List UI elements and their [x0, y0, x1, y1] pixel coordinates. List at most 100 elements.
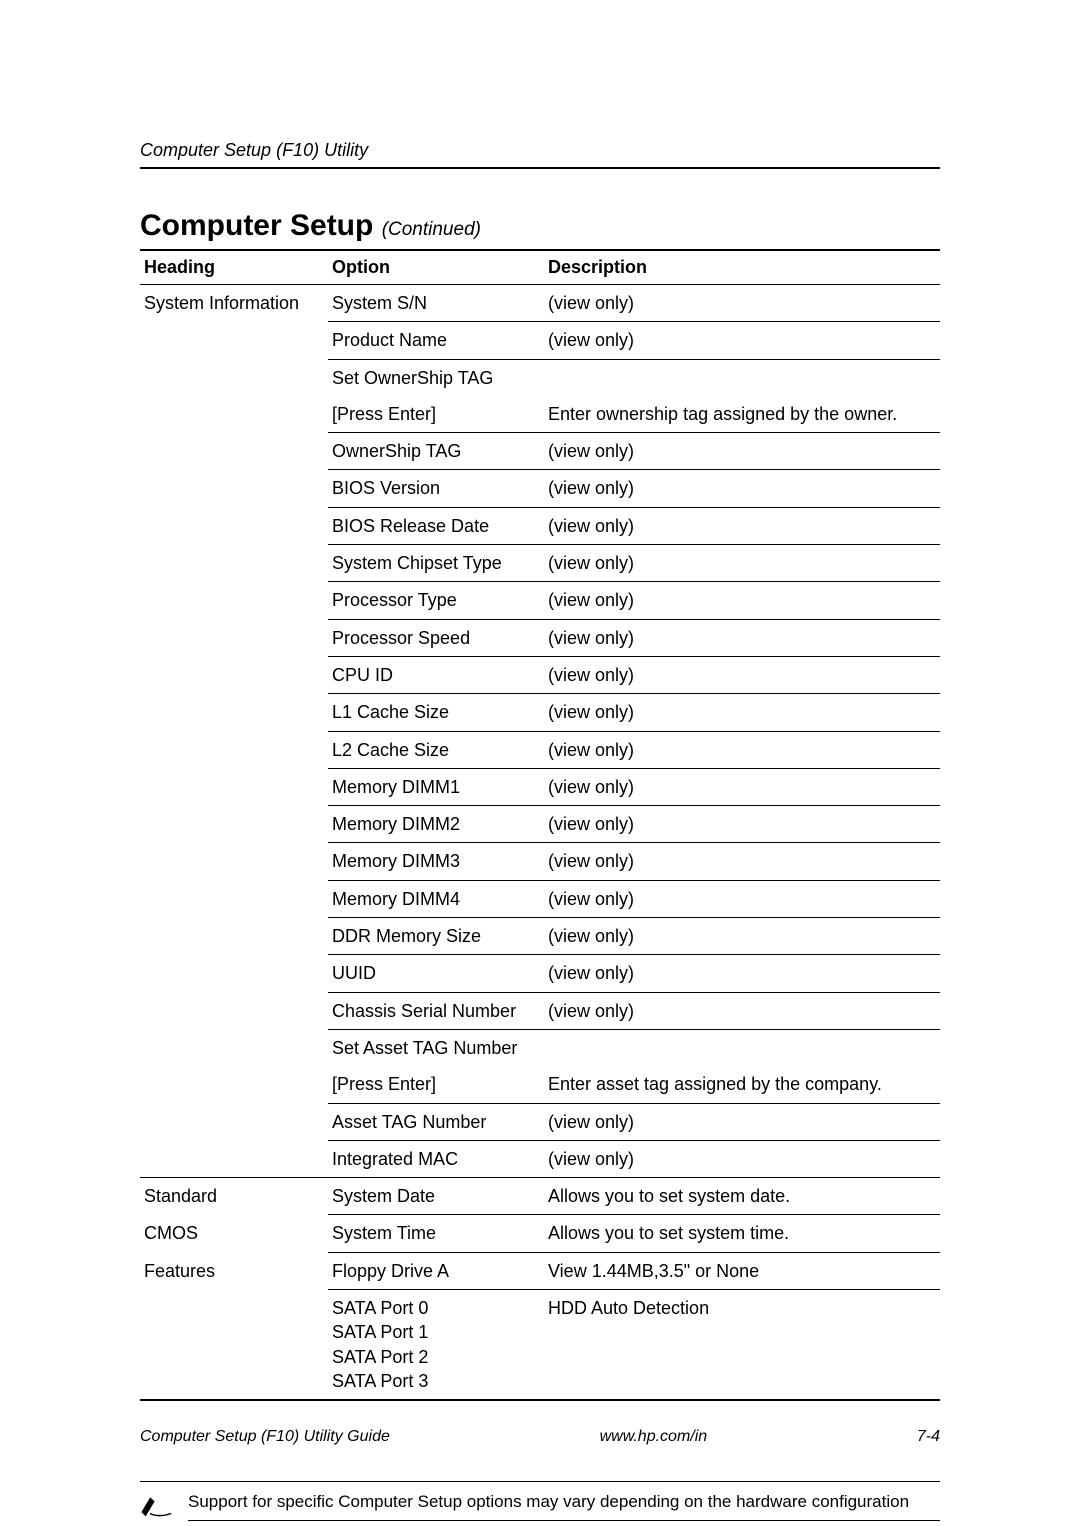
cell-option: BIOS Release Date [328, 508, 544, 545]
footer-center: www.hp.com/in [600, 1428, 708, 1446]
cell-heading [140, 732, 328, 769]
section-title: Computer Setup [140, 209, 373, 242]
table-row: Memory DIMM2(view only) [140, 806, 940, 843]
cell-option: Memory DIMM3 [328, 843, 544, 880]
cell-description [544, 1030, 940, 1066]
table-row: Processor Type(view only) [140, 582, 940, 619]
col-header-heading: Heading [140, 250, 328, 285]
cell-option: CPU ID [328, 657, 544, 694]
page-footer: Computer Setup (F10) Utility Guide www.h… [140, 1428, 940, 1446]
table-row: System InformationSystem S/N(view only) [140, 285, 940, 322]
col-header-description: Description [544, 250, 940, 285]
table-row: Memory DIMM3(view only) [140, 843, 940, 880]
footnote-text: Support for specific Computer Setup opti… [188, 1492, 940, 1521]
cell-option: SATA Port 0 SATA Port 1 SATA Port 2 SATA… [328, 1290, 544, 1400]
table-row: StandardSystem DateAllows you to set sys… [140, 1178, 940, 1215]
cell-description: Enter asset tag assigned by the company. [544, 1066, 940, 1103]
cell-option: Product Name [328, 322, 544, 359]
cell-option: Asset TAG Number [328, 1104, 544, 1141]
cell-description: View 1.44MB,3.5" or None [544, 1253, 940, 1290]
cell-option: DDR Memory Size [328, 918, 544, 955]
cell-description: (view only) [544, 657, 940, 694]
section-continued-label: (Continued) [382, 219, 481, 240]
cell-option: Set Asset TAG Number [328, 1030, 544, 1066]
cell-heading [140, 881, 328, 918]
col-header-option: Option [328, 250, 544, 285]
cell-description: (view only) [544, 806, 940, 843]
cell-description: Allows you to set system date. [544, 1178, 940, 1215]
table-row: Asset TAG Number(view only) [140, 1104, 940, 1141]
table-row: CMOSSystem TimeAllows you to set system … [140, 1215, 940, 1252]
cell-heading: Standard [140, 1178, 328, 1215]
cell-option: Set OwnerShip TAG [328, 360, 544, 396]
cell-heading: System Information [140, 285, 328, 322]
section-title-row: Computer Setup (Continued) [140, 209, 940, 243]
cell-description: (view only) [544, 470, 940, 507]
cell-heading: Features [140, 1253, 328, 1290]
footnote-block: Support for specific Computer Setup opti… [140, 1481, 940, 1523]
cell-heading [140, 1141, 328, 1178]
cell-option: System Time [328, 1215, 544, 1252]
cell-option: BIOS Version [328, 470, 544, 507]
cell-description: Allows you to set system time. [544, 1215, 940, 1252]
cell-description: (view only) [544, 508, 940, 545]
note-icon [140, 1492, 174, 1523]
cell-option: Memory DIMM4 [328, 881, 544, 918]
table-row: OwnerShip TAG(view only) [140, 433, 940, 470]
table-row: Product Name(view only) [140, 322, 940, 359]
cell-description: (view only) [544, 694, 940, 731]
cell-heading [140, 806, 328, 843]
cell-option: [Press Enter] [328, 1066, 544, 1103]
table-row: L1 Cache Size(view only) [140, 694, 940, 731]
cell-description: (view only) [544, 285, 940, 322]
footnote-top-rule [140, 1481, 940, 1482]
cell-heading [140, 769, 328, 806]
cell-heading [140, 545, 328, 582]
table-row: UUID(view only) [140, 955, 940, 992]
cell-option: Floppy Drive A [328, 1253, 544, 1290]
cell-heading [140, 322, 328, 359]
table-row: [Press Enter]Enter asset tag assigned by… [140, 1066, 940, 1103]
table-row: SATA Port 0 SATA Port 1 SATA Port 2 SATA… [140, 1290, 940, 1400]
cell-heading [140, 433, 328, 470]
cell-option: Chassis Serial Number [328, 993, 544, 1030]
cell-option: System Date [328, 1178, 544, 1215]
cell-heading [140, 1030, 328, 1066]
table-row: Memory DIMM4(view only) [140, 881, 940, 918]
cell-heading [140, 843, 328, 880]
cell-heading [140, 360, 328, 396]
table-row: Integrated MAC(view only) [140, 1141, 940, 1178]
cell-heading [140, 1066, 328, 1103]
table-row: FeaturesFloppy Drive AView 1.44MB,3.5" o… [140, 1253, 940, 1290]
table-row: BIOS Release Date(view only) [140, 508, 940, 545]
cell-option: Processor Speed [328, 620, 544, 657]
table-row: BIOS Version(view only) [140, 470, 940, 507]
cell-description: (view only) [544, 433, 940, 470]
cell-heading [140, 918, 328, 955]
cell-heading [140, 620, 328, 657]
cell-description [544, 360, 940, 396]
table-row: CPU ID(view only) [140, 657, 940, 694]
cell-option: Integrated MAC [328, 1141, 544, 1178]
cell-heading [140, 582, 328, 619]
footer-right: 7-4 [917, 1428, 940, 1446]
cell-heading [140, 657, 328, 694]
cell-heading [140, 1104, 328, 1141]
cell-description: (view only) [544, 843, 940, 880]
cell-description: (view only) [544, 620, 940, 657]
table-row: DDR Memory Size(view only) [140, 918, 940, 955]
cell-option: System Chipset Type [328, 545, 544, 582]
cell-option: L1 Cache Size [328, 694, 544, 731]
running-header: Computer Setup (F10) Utility [140, 140, 940, 169]
footnote-row: Support for specific Computer Setup opti… [140, 1492, 940, 1523]
cell-heading [140, 1290, 328, 1400]
cell-heading [140, 470, 328, 507]
cell-description: Enter ownership tag assigned by the owne… [544, 396, 940, 433]
cell-description: HDD Auto Detection [544, 1290, 940, 1400]
cell-heading [140, 508, 328, 545]
cell-description: (view only) [544, 582, 940, 619]
cell-heading: CMOS [140, 1215, 328, 1252]
footer-left: Computer Setup (F10) Utility Guide [140, 1428, 390, 1446]
cell-option: [Press Enter] [328, 396, 544, 433]
table-row: System Chipset Type(view only) [140, 545, 940, 582]
